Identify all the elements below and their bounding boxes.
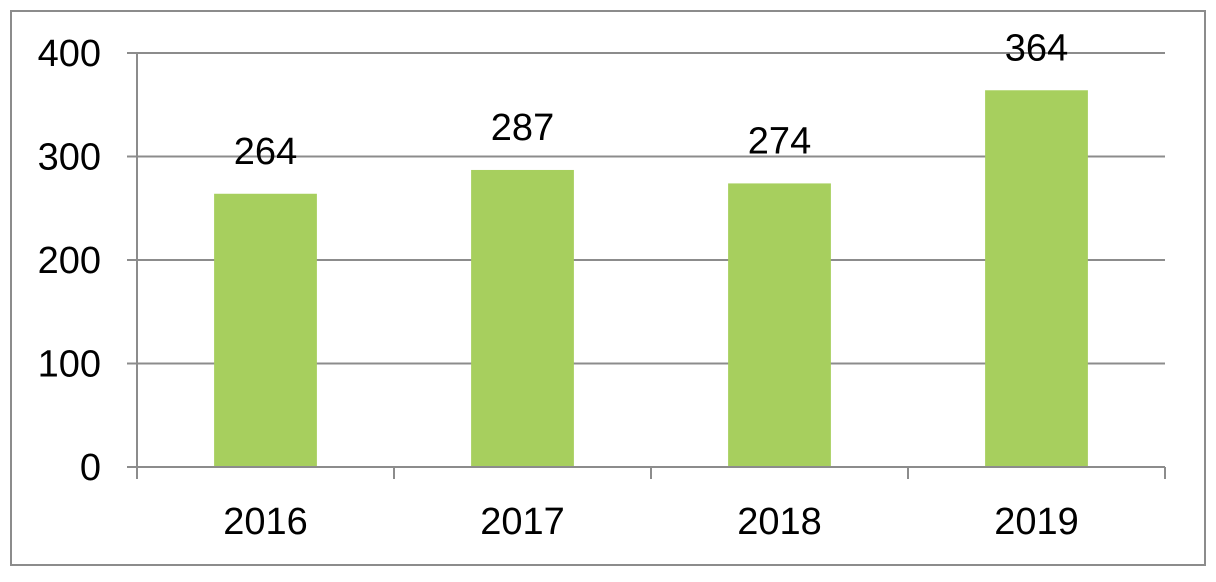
- bar-2018: [728, 183, 831, 467]
- data-label-2016: 264: [234, 131, 297, 173]
- bars: [214, 90, 1088, 467]
- data-label-2019: 364: [1005, 27, 1068, 69]
- y-tick-label-200: 200: [38, 240, 101, 282]
- y-tick-label-0: 0: [80, 447, 101, 489]
- y-tick-label-100: 100: [38, 344, 101, 386]
- y-tick-label-400: 400: [38, 33, 101, 75]
- x-tick-label-2019: 2019: [994, 501, 1079, 543]
- x-tick-label-2016: 2016: [223, 501, 308, 543]
- axes: [127, 52, 1166, 479]
- y-tick-label-300: 300: [38, 137, 101, 179]
- data-label-2017: 287: [491, 107, 554, 149]
- x-tick-label-2018: 2018: [737, 501, 822, 543]
- bar-2019: [985, 90, 1088, 467]
- x-tick-label-2017: 2017: [480, 501, 565, 543]
- bar-2016: [214, 193, 317, 467]
- labels: 0 100 200 300 400 264 2016 287 2017 274 2018 364 201…: [38, 27, 1079, 543]
- data-label-2018: 274: [748, 120, 811, 162]
- bar-2017: [471, 169, 574, 467]
